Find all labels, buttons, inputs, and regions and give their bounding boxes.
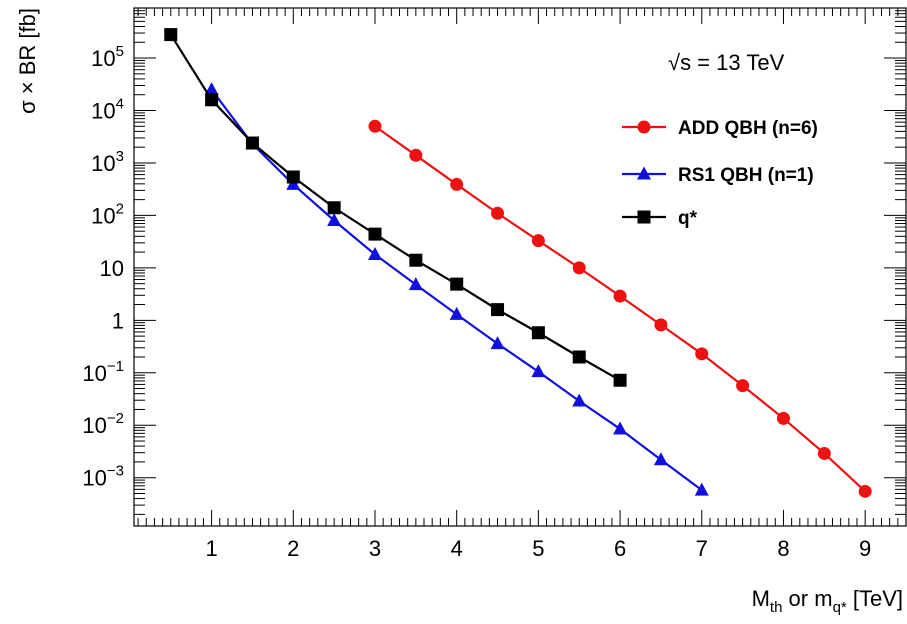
legend-marker (637, 210, 651, 224)
data-point (450, 277, 464, 291)
data-point (613, 373, 627, 387)
x-tick-label: 6 (614, 536, 626, 561)
y-tick-label: 102 (91, 200, 124, 228)
x-tick-label: 9 (859, 536, 871, 561)
x-axis-label-sub2: q* (833, 599, 847, 616)
y-tick-label-base: 10 (82, 466, 106, 491)
data-point (613, 289, 627, 303)
data-point (531, 326, 545, 340)
x-tick-label: 5 (532, 536, 544, 561)
y-tick-label-base: 1 (112, 308, 124, 333)
data-point (205, 93, 219, 107)
data-point (367, 246, 382, 260)
series-square (164, 28, 627, 387)
data-point (776, 411, 790, 425)
data-point (572, 350, 586, 364)
y-tick-label-exponent: 3 (116, 148, 124, 165)
data-point (694, 482, 709, 496)
data-point (449, 306, 464, 320)
x-tick-label: 4 (451, 536, 463, 561)
data-point (817, 446, 831, 460)
y-tick-label: 1 (112, 308, 124, 333)
x-axis-label-sub1: th (770, 599, 783, 616)
y-tick-label-base: 10 (91, 151, 115, 176)
series-triangle (204, 82, 709, 496)
y-tick-label: 10 (100, 256, 124, 281)
data-point (531, 364, 546, 378)
legend-marker (637, 166, 651, 180)
data-point (572, 393, 587, 407)
legend: ADD QBH (n=6) RS1 QBH (n=1) q* (622, 118, 818, 229)
y-tick-label-exponent: −1 (107, 358, 124, 375)
data-point (245, 136, 259, 150)
y-axis-label: σ × BR [fb] (15, 8, 40, 114)
data-point (654, 318, 668, 332)
x-axis-label-main: M (752, 586, 770, 611)
data-point (286, 170, 300, 184)
data-point (327, 213, 342, 227)
data-point (368, 227, 382, 241)
x-axis-label: Mth or mq* [TeV] (752, 586, 903, 616)
x-tick-label: 3 (369, 536, 381, 561)
data-point (613, 421, 628, 435)
y-tick-label: 10−2 (82, 410, 124, 438)
series-line (169, 34, 621, 382)
y-tick-label: 10−3 (82, 463, 124, 491)
data-point (572, 261, 586, 275)
data-point (327, 201, 341, 215)
data-point (491, 206, 505, 220)
series-layer (164, 28, 872, 498)
data-point (409, 253, 423, 267)
data-point (409, 148, 423, 162)
data-point (695, 347, 709, 361)
plot-frame (133, 7, 907, 527)
x-tick-label: 1 (205, 536, 217, 561)
data-point (450, 177, 464, 191)
y-tick-label-exponent: 5 (116, 43, 124, 60)
data-point (736, 379, 750, 393)
y-tick-label-base: 10 (82, 413, 106, 438)
y-tick-label: 104 (91, 96, 124, 124)
y-tick-label-exponent: 4 (116, 96, 124, 113)
y-tick-label-base: 10 (100, 256, 124, 281)
data-point (653, 452, 668, 466)
x-tick-label: 7 (696, 536, 708, 561)
x-axis-label-tail: [TeV] (847, 586, 903, 611)
y-tick-label-base: 10 (91, 203, 115, 228)
data-point (368, 119, 382, 133)
y-tick-label-base: 10 (91, 46, 115, 71)
energy-annotation: √s = 13 TeV (668, 50, 785, 75)
y-tick-label: 103 (91, 148, 124, 176)
series-circle (368, 119, 872, 498)
data-point (490, 336, 505, 350)
legend-label: q* (678, 208, 698, 229)
data-point (531, 234, 545, 248)
data-point (408, 277, 423, 291)
legend-label: RS1 QBH (n=1) (678, 165, 814, 186)
y-tick-label-base: 10 (82, 361, 106, 386)
x-tick-label: 8 (777, 536, 789, 561)
data-point (491, 303, 505, 317)
y-tick-label-exponent: −2 (107, 410, 124, 427)
data-point (204, 82, 219, 96)
y-tick-label-base: 10 (91, 99, 115, 124)
y-tick-label: 105 (91, 43, 124, 71)
legend-marker (637, 120, 651, 134)
data-point (164, 28, 178, 42)
x-axis-label-mid: or m (782, 586, 832, 611)
y-tick-label-exponent: −3 (107, 463, 124, 480)
y-tick-label: 10−1 (82, 358, 124, 386)
legend-label: ADD QBH (n=6) (678, 118, 818, 139)
x-tick-label: 2 (287, 536, 299, 561)
y-tick-label-exponent: 2 (116, 200, 124, 217)
data-point (858, 484, 872, 498)
